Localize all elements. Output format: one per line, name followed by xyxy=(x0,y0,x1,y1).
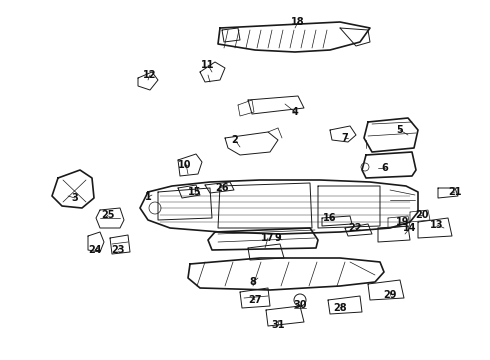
Text: 14: 14 xyxy=(403,223,417,233)
Text: 20: 20 xyxy=(415,210,429,220)
Text: 6: 6 xyxy=(382,163,389,173)
Text: 27: 27 xyxy=(248,295,262,305)
Text: 18: 18 xyxy=(291,17,305,27)
Text: 12: 12 xyxy=(143,70,157,80)
Text: 24: 24 xyxy=(88,245,102,255)
Text: 10: 10 xyxy=(178,160,192,170)
Text: 30: 30 xyxy=(293,300,307,310)
Text: 26: 26 xyxy=(215,183,229,193)
Text: 29: 29 xyxy=(383,290,397,300)
Text: 25: 25 xyxy=(101,210,115,220)
Text: 22: 22 xyxy=(348,223,362,233)
Text: 17: 17 xyxy=(261,233,275,243)
Text: 16: 16 xyxy=(323,213,337,223)
Text: 8: 8 xyxy=(249,277,256,287)
Text: 3: 3 xyxy=(72,193,78,203)
Text: 1: 1 xyxy=(145,192,151,202)
Text: 11: 11 xyxy=(201,60,215,70)
Text: 7: 7 xyxy=(342,133,348,143)
Text: 19: 19 xyxy=(396,217,410,227)
Text: 28: 28 xyxy=(333,303,347,313)
Text: 13: 13 xyxy=(430,220,444,230)
Text: 4: 4 xyxy=(292,107,298,117)
Text: 23: 23 xyxy=(111,245,125,255)
Text: 9: 9 xyxy=(274,233,281,243)
Text: 5: 5 xyxy=(396,125,403,135)
Text: 21: 21 xyxy=(448,187,462,197)
Text: 15: 15 xyxy=(188,187,202,197)
Text: 2: 2 xyxy=(232,135,238,145)
Text: 31: 31 xyxy=(271,320,285,330)
